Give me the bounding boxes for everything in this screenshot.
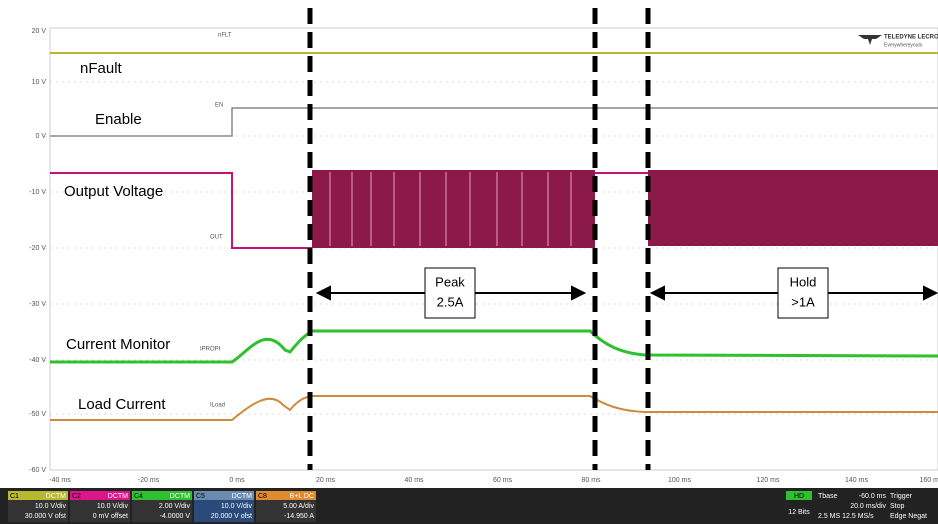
x-label: -20 ms (138, 477, 160, 484)
x-label: 60 ms (493, 477, 513, 484)
x-label: 100 ms (668, 477, 691, 484)
annotation: >1A (791, 294, 815, 309)
channel-header (194, 491, 254, 500)
enable-trace (50, 107, 938, 137)
load-current-trace (50, 395, 938, 421)
status-delay: -60.0 ms (859, 493, 887, 500)
markers (307, 8, 651, 470)
channel-coupling: B+L DC (290, 493, 314, 500)
peak-box (424, 267, 476, 319)
channel-coupling: DCTM (232, 493, 252, 500)
logo-slogan: Everywhereyoulo (884, 42, 923, 48)
channel-offset: 0 mV offset (93, 513, 128, 520)
trace-label: Output Voltage (64, 183, 163, 200)
channel-body (256, 500, 316, 522)
channel-offset: -14.950 A (284, 513, 314, 520)
y-label: -10 V (29, 189, 46, 196)
status-div: 20.0 ms/div (850, 503, 886, 510)
channel-body (132, 500, 192, 522)
logo-name: TELEDYNE LECRO (884, 35, 938, 41)
channel-scale: 10.0 V/div (97, 503, 129, 510)
trace-label: nFault (80, 60, 123, 77)
y-label: -60 V (29, 467, 46, 474)
x-label: 0 ms (229, 477, 245, 484)
channel-scale: 10.0 V/div (35, 503, 67, 510)
channel-scale: 5.00 A/div (283, 503, 314, 510)
channel-offset: -4.0000 V (160, 513, 191, 520)
x-label: 20 ms (316, 477, 336, 484)
trace-label: Current Monitor (66, 336, 170, 353)
status-mode: Stop (890, 503, 905, 510)
burst-gaps (329, 172, 572, 246)
trace-tag: EN (215, 103, 223, 109)
y-label: -50 V (29, 411, 46, 418)
annotation: 2.5A (437, 294, 464, 309)
annotation: Peak (435, 274, 465, 289)
x-label: 80 ms (581, 477, 601, 484)
channel-body (194, 500, 254, 522)
status-type: Edge Negat (890, 513, 927, 520)
channel-header (70, 491, 130, 500)
channel-scale: 2.00 V/div (159, 503, 191, 510)
trace-tag: nFLT (218, 33, 232, 39)
channel-id: C5 (196, 493, 205, 500)
channel-header (132, 491, 192, 500)
trace-label: Load Current (78, 396, 166, 413)
arrows (315, 285, 938, 301)
status-hd: HD (794, 493, 804, 500)
output-trace (50, 172, 312, 249)
channel-coupling: DCTM (46, 493, 66, 500)
x-label: 160 ms (920, 477, 938, 484)
x-label: 120 ms (757, 477, 780, 484)
channel-scale: 10.0 V/div (221, 503, 253, 510)
y-label: 20 V (32, 28, 47, 35)
x-label: 140 ms (845, 477, 868, 484)
channel-id: C8 (258, 493, 267, 500)
channel-coupling: DCTM (170, 493, 190, 500)
y-label: 10 V (32, 79, 47, 86)
trace-tag: IPROPI (200, 347, 221, 353)
status-trigger: Trigger (890, 493, 913, 500)
channel-offset: 20.000 V ofst (211, 513, 252, 520)
hold-box (777, 267, 829, 319)
channel-id: C1 (10, 493, 19, 500)
y-label: -20 V (29, 245, 46, 252)
plot-frame (49, 27, 938, 471)
current-monitor-trace (50, 329, 938, 364)
trace-tag: OUT (210, 235, 223, 241)
status-rate: 2.5 MS 12.5 MS/s (818, 513, 874, 520)
annotation: Hold (790, 274, 817, 289)
channel-offset: 30.000 V ofst (25, 513, 66, 520)
logo-mark (858, 35, 882, 45)
y-label: -30 V (29, 301, 46, 308)
x-label: -40 ms (49, 477, 71, 484)
channel-coupling: DCTM (108, 493, 128, 500)
trace-tag: ILoad (210, 403, 225, 409)
y-label: -40 V (29, 357, 46, 364)
output-hold (648, 170, 938, 246)
y-label: 0 V (35, 133, 46, 140)
output-burst (312, 170, 595, 248)
channel-id: C4 (134, 493, 143, 500)
status-bits: 12 Bits (788, 509, 810, 516)
status-tbase: Tbase (818, 493, 838, 500)
channel-id: C2 (72, 493, 81, 500)
x-label: 40 ms (404, 477, 424, 484)
trace-label: Enable (95, 111, 142, 128)
channel-body (70, 500, 130, 522)
channel-body (8, 500, 68, 522)
channel-header (256, 491, 316, 500)
hd-badge (786, 491, 812, 500)
channel-header (8, 491, 68, 500)
